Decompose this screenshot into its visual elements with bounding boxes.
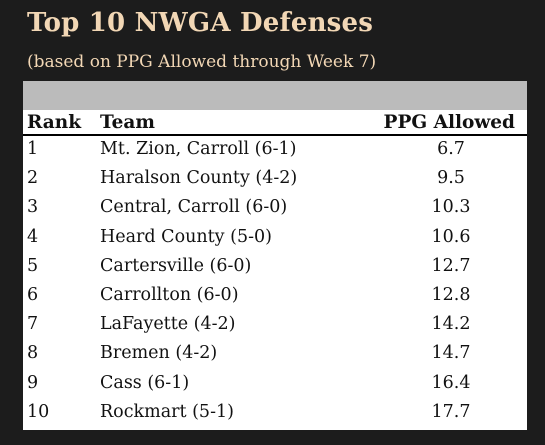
rank-cell: 6 <box>27 284 39 305</box>
team-cell: LaFayette (4-2) <box>100 314 236 335</box>
table-row: 6 Carrollton (6-0) 12.8 <box>23 282 527 311</box>
ppg-cell: 9.5 <box>437 168 465 189</box>
team-cell: Carrollton (6-0) <box>100 284 239 305</box>
table-row: 9 Cass (6-1) 16.4 <box>23 370 527 399</box>
team-cell: Mt. Zion, Carroll (6-1) <box>100 139 297 159</box>
ppg-cell: 17.7 <box>431 401 471 422</box>
team-cell: Rockmart (5-1) <box>100 401 234 422</box>
team-cell: Haralson County (4-2) <box>100 168 298 189</box>
table-row: 2 Haralson County (4-2) 9.5 <box>23 165 527 194</box>
ppg-cell: 10.6 <box>431 226 471 247</box>
table-body: 1 Mt. Zion, Carroll (6-1) 6.7 2 Haralson… <box>23 136 527 430</box>
header-team: Team <box>100 112 155 133</box>
table-row: 4 Heard County (5-0) 10.6 <box>23 224 527 253</box>
page-subtitle: (based on PPG Allowed through Week 7) <box>27 52 377 72</box>
rank-cell: 7 <box>27 314 39 335</box>
ppg-cell: 6.7 <box>437 139 465 159</box>
team-cell: Cartersville (6-0) <box>100 255 252 276</box>
rank-cell: 8 <box>27 343 39 364</box>
ppg-cell: 14.7 <box>431 343 471 364</box>
header-ppg-allowed: PPG Allowed <box>383 112 515 133</box>
rank-cell: 4 <box>27 226 39 247</box>
team-cell: Bremen (4-2) <box>100 343 218 364</box>
team-cell: Heard County (5-0) <box>100 226 272 247</box>
page-title: Top 10 NWGA Defenses <box>27 8 374 38</box>
table-row: 1 Mt. Zion, Carroll (6-1) 6.7 <box>23 136 527 165</box>
team-cell: Central, Carroll (6-0) <box>100 197 288 218</box>
rank-cell: 2 <box>27 168 39 189</box>
rank-cell: 10 <box>27 401 50 422</box>
table-row: 8 Bremen (4-2) 14.7 <box>23 340 527 369</box>
team-cell: Cass (6-1) <box>100 372 190 393</box>
table-header-row: Rank Team PPG Allowed <box>23 110 527 136</box>
table-row: 5 Cartersville (6-0) 12.7 <box>23 253 527 282</box>
rank-cell: 9 <box>27 372 39 393</box>
ppg-cell: 12.7 <box>431 255 471 276</box>
table-row: 10 Rockmart (5-1) 17.7 <box>23 399 527 428</box>
table-row: 3 Central, Carroll (6-0) 10.3 <box>23 194 527 223</box>
rank-cell: 3 <box>27 197 39 218</box>
table-row: 7 LaFayette (4-2) 14.2 <box>23 311 527 340</box>
ppg-cell: 10.3 <box>431 197 471 218</box>
rank-cell: 1 <box>27 139 39 159</box>
header-rank: Rank <box>27 112 82 133</box>
ppg-cell: 12.8 <box>431 284 471 305</box>
header-band <box>23 81 527 110</box>
rankings-table: Rank Team PPG Allowed 1 Mt. Zion, Carrol… <box>23 81 527 430</box>
ppg-cell: 14.2 <box>431 314 471 335</box>
rank-cell: 5 <box>27 255 39 276</box>
ppg-cell: 16.4 <box>431 372 471 393</box>
